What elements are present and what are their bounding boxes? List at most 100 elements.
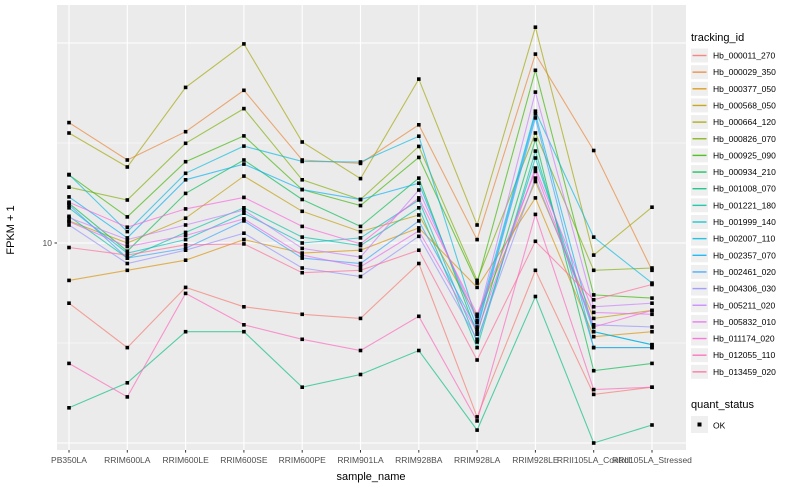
data-point (475, 314, 479, 319)
data-point (475, 312, 479, 317)
data-point (300, 251, 304, 255)
x-axis-title: sample_name (336, 471, 405, 483)
data-point (242, 88, 246, 93)
data-point (475, 345, 479, 350)
data-point (358, 176, 363, 181)
legend-item: Hb_002357_070 (691, 248, 776, 263)
data-point (475, 281, 479, 285)
data-point (650, 423, 654, 427)
data-point (533, 109, 538, 113)
legend-tracking-title: tracking_id (691, 32, 744, 44)
data-point (125, 253, 130, 257)
data-point (67, 203, 71, 207)
data-point (242, 158, 246, 162)
data-point (67, 200, 71, 204)
data-point (242, 305, 246, 309)
data-point (300, 140, 304, 144)
data-point (183, 178, 188, 182)
data-point (242, 217, 246, 221)
series-points-Hb_000664_120 (67, 25, 654, 257)
legend-quant-item: OK (691, 416, 726, 433)
data-point (183, 207, 188, 211)
data-point (650, 325, 654, 329)
data-point (358, 236, 363, 240)
data-point (533, 25, 538, 29)
data-point (533, 166, 538, 170)
legend-item: Hb_000826_070 (691, 131, 776, 146)
data-point (650, 205, 654, 209)
data-point (475, 329, 479, 334)
legend-item: Hb_000664_120 (691, 115, 776, 130)
data-point (67, 278, 71, 283)
legend-item-label: Hb_000029_350 (713, 67, 776, 77)
series-points-Hb_013459_020 (67, 239, 654, 362)
legend-item: Hb_005832_010 (691, 314, 776, 329)
legend-item: Hb_005211_020 (691, 298, 776, 313)
data-point (650, 342, 654, 347)
data-point (125, 241, 130, 245)
x-tick-label: PB350LA (51, 455, 87, 465)
data-point (533, 137, 538, 142)
data-point (67, 172, 71, 177)
legend-item-label: Hb_005211_020 (713, 300, 776, 310)
data-point (67, 219, 71, 224)
legend-item-label: Hb_000664_120 (713, 117, 776, 127)
data-point (591, 334, 596, 339)
data-point (591, 305, 596, 309)
data-point (533, 52, 538, 56)
data-point (417, 134, 421, 138)
legend-item-label: Hb_001999_140 (713, 217, 776, 227)
legend-quant-title: quant_status (691, 399, 754, 411)
data-point (300, 312, 304, 317)
data-point (533, 169, 538, 174)
data-point (300, 197, 304, 202)
data-point (183, 329, 188, 334)
series-points (67, 25, 654, 445)
data-point (183, 85, 188, 90)
data-point (475, 337, 479, 342)
data-point (591, 148, 596, 153)
data-point (67, 120, 71, 125)
data-point (533, 268, 538, 273)
data-point (183, 248, 188, 252)
data-point (650, 266, 654, 270)
legend-item-label: Hb_000377_050 (713, 84, 776, 94)
data-point (183, 258, 188, 262)
data-point (591, 323, 596, 327)
data-point (591, 441, 596, 445)
data-point (300, 337, 304, 342)
data-point (67, 206, 71, 210)
data-point (67, 301, 71, 305)
data-point (125, 244, 130, 249)
data-point (475, 358, 479, 362)
data-point (242, 329, 246, 334)
data-point (242, 219, 246, 223)
plot-panel (57, 5, 686, 450)
data-point (417, 123, 421, 127)
data-point (533, 196, 538, 200)
data-point (183, 291, 188, 296)
data-point (475, 285, 479, 290)
data-point (591, 268, 596, 273)
legend-item: Hb_001221_180 (691, 198, 776, 213)
data-point (475, 419, 479, 423)
legend-item-label: Hb_005832_010 (713, 317, 776, 327)
data-point (358, 160, 363, 164)
data-point (417, 213, 421, 217)
data-point (125, 165, 130, 169)
legend-item-label: Hb_000826_070 (713, 134, 776, 144)
data-point (533, 212, 538, 217)
data-point (358, 203, 363, 208)
x-tick-label: RRII105LA_Stressed (612, 455, 692, 465)
data-point (591, 392, 596, 397)
data-point (417, 181, 421, 185)
data-point (67, 215, 71, 220)
legend-item-label: Hb_001008_070 (713, 184, 776, 194)
legend-item-label: Hb_002357_070 (713, 250, 776, 260)
data-point (358, 261, 363, 266)
data-point (183, 129, 188, 134)
y-axis-tick-label: 10 (43, 238, 53, 248)
data-point (358, 224, 363, 229)
y-axis-title: FPKM + 1 (5, 205, 17, 254)
